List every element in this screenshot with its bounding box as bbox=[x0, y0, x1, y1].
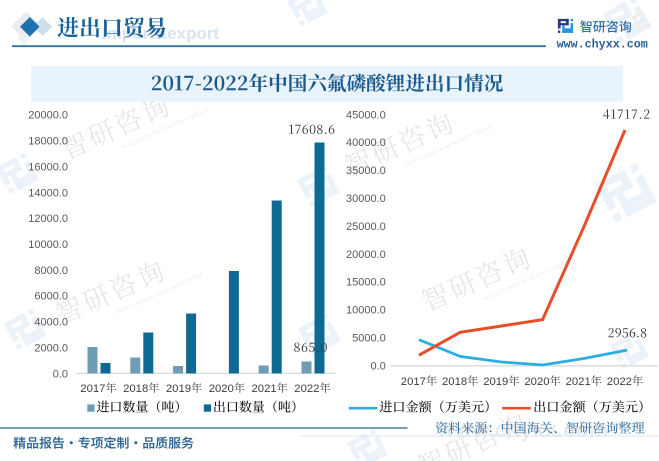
svg-text:40000.0: 40000.0 bbox=[346, 137, 386, 149]
svg-text:0.0: 0.0 bbox=[371, 360, 386, 372]
svg-text:INTELLIGENCE RESEARCH GROUP: INTELLIGENCE RESEARCH GROUP bbox=[405, 124, 494, 168]
svg-text:2018: 2018 bbox=[442, 376, 467, 388]
svg-text:2019: 2019 bbox=[483, 376, 508, 388]
svg-text:2019: 2019 bbox=[166, 383, 191, 395]
svg-text:15000.0: 15000.0 bbox=[346, 277, 386, 289]
svg-text:2020: 2020 bbox=[524, 376, 549, 388]
svg-text:www.chyxx.com: www.chyxx.com bbox=[557, 38, 648, 52]
svg-text:2017: 2017 bbox=[401, 376, 426, 388]
svg-text:2020: 2020 bbox=[209, 383, 234, 395]
svg-text:18000.0: 18000.0 bbox=[28, 136, 68, 148]
svg-text:2021: 2021 bbox=[566, 376, 591, 388]
svg-text:2022: 2022 bbox=[607, 376, 632, 388]
svg-text:INTELLIGENCE RESEARCH GROUP: INTELLIGENCE RESEARCH GROUP bbox=[121, 107, 210, 151]
svg-text:35000.0: 35000.0 bbox=[346, 165, 386, 177]
svg-text:0.0: 0.0 bbox=[53, 368, 68, 380]
svg-text:INTELLIGENCE RESEARCH GROUP: INTELLIGENCE RESEARCH GROUP bbox=[116, 272, 205, 316]
svg-text:import&export: import&export bbox=[102, 24, 219, 43]
svg-text:30000.0: 30000.0 bbox=[346, 193, 386, 205]
svg-text:2018: 2018 bbox=[123, 383, 148, 395]
svg-text:10000.0: 10000.0 bbox=[346, 305, 386, 317]
svg-text:6000.0: 6000.0 bbox=[34, 291, 68, 303]
svg-text:2021: 2021 bbox=[252, 383, 277, 395]
svg-text:10000.0: 10000.0 bbox=[28, 239, 68, 251]
svg-text:2017: 2017 bbox=[80, 383, 105, 395]
svg-text:14000.0: 14000.0 bbox=[28, 187, 68, 199]
svg-text:45000.0: 45000.0 bbox=[346, 109, 386, 121]
svg-text:2000.0: 2000.0 bbox=[34, 342, 68, 354]
svg-text:5000.0: 5000.0 bbox=[352, 333, 386, 345]
svg-text:20000.0: 20000.0 bbox=[346, 249, 386, 261]
svg-text:2022: 2022 bbox=[294, 383, 319, 395]
svg-text:8000.0: 8000.0 bbox=[34, 265, 68, 277]
svg-text:25000.0: 25000.0 bbox=[346, 221, 386, 233]
svg-text:20000.0: 20000.0 bbox=[28, 110, 68, 122]
svg-text:16000.0: 16000.0 bbox=[28, 161, 68, 173]
svg-text:4000.0: 4000.0 bbox=[34, 317, 68, 329]
svg-text:INTELLIGENCE RESEARCH GROUP: INTELLIGENCE RESEARCH GROUP bbox=[482, 259, 571, 303]
svg-text:12000.0: 12000.0 bbox=[28, 213, 68, 225]
